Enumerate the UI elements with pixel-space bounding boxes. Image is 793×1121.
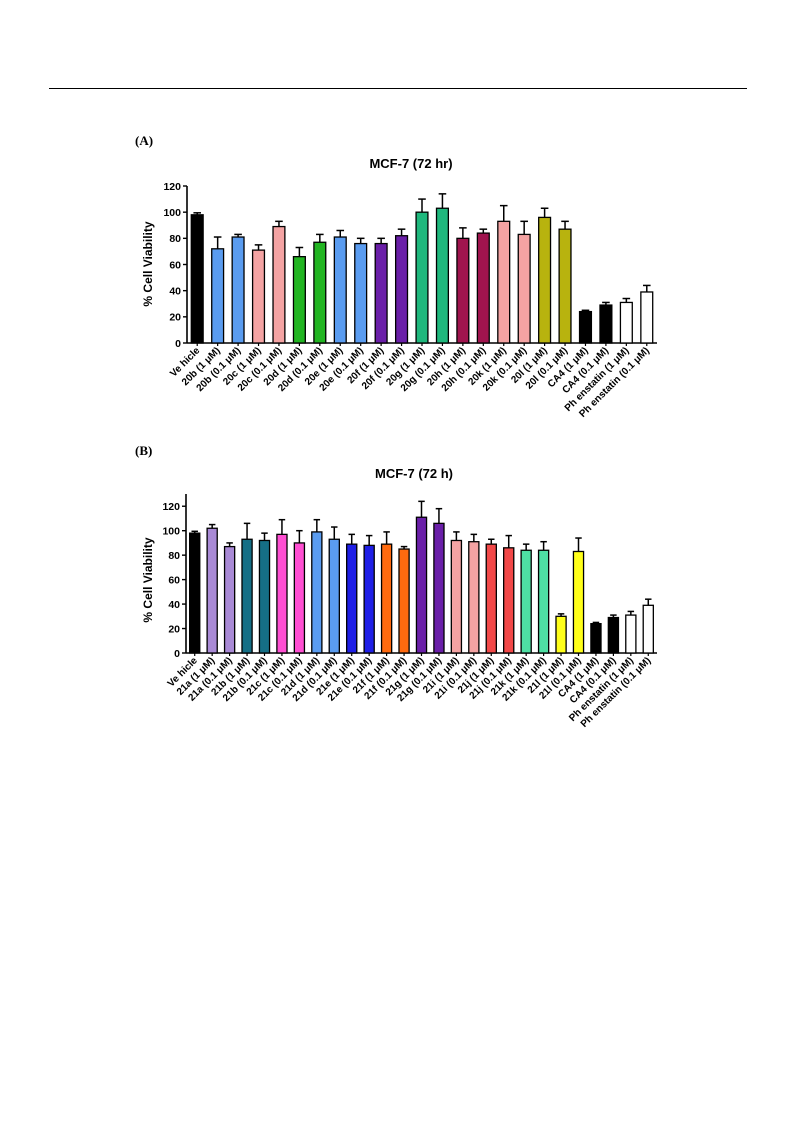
y-tick-label: 0 [174,648,180,660]
bar [223,545,236,654]
y-tick-label: 0 [175,338,181,350]
bar [380,543,393,654]
bar [555,615,567,654]
bar [258,539,271,654]
bar [503,547,515,654]
y-tick-label: 20 [168,623,180,635]
y-tick-label: 120 [163,181,181,193]
y-tick-label: 60 [168,574,180,586]
y-tick-label: 100 [162,525,180,537]
bar [642,604,654,654]
y-tick-label: 100 [163,207,181,219]
bar [415,516,428,654]
bar [311,531,323,654]
bar [206,527,218,654]
bar [485,543,497,654]
y-tick-label: 60 [169,259,181,271]
bar [293,542,306,654]
bar [189,532,201,654]
y-tick-label: 20 [169,312,181,324]
bar [241,538,253,654]
bar [276,533,288,654]
bar [468,541,480,654]
chart-panel-b: MCF-7 (72 h) % Cell Viability 0 20 40 60 80 100… [141,466,657,730]
panel-label-a: (A) [135,133,154,148]
bar [328,538,340,654]
y-tick-label: 40 [169,285,181,297]
bar [537,549,550,654]
bar [572,550,585,654]
chart-title: MCF-7 (72 hr) [369,156,452,171]
chart-title: MCF-7 (72 h) [375,466,453,481]
bar [590,622,602,654]
y-tick-label: 80 [168,550,180,562]
y-axis-label: % Cell Viability [141,221,155,306]
bar [450,539,463,654]
page-top-rule [49,88,747,89]
y-tick-label: 80 [169,233,181,245]
bar [607,616,620,654]
bar [520,549,532,654]
y-tick-label: 120 [162,501,180,513]
bar [363,544,375,654]
bar [346,543,358,654]
bar [433,522,445,654]
bar [625,614,637,654]
bar [398,548,410,654]
panel-label-b: (B) [135,443,153,458]
y-tick-label: 40 [168,599,180,611]
y-axis-label: % Cell Viability [141,537,155,622]
